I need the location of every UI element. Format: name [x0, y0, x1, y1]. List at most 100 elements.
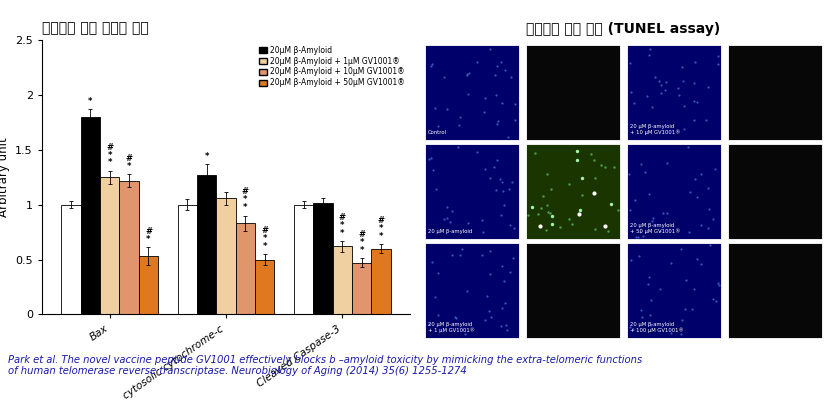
Text: 20 μM β-amyloid
+ 10 μM GV1001®: 20 μM β-amyloid + 10 μM GV1001® [630, 124, 680, 135]
Point [644, 322, 657, 328]
Point [673, 245, 686, 252]
Point [498, 322, 512, 328]
Point [459, 72, 472, 79]
Point [638, 168, 651, 175]
Bar [196, 175, 216, 314]
Point [482, 46, 496, 52]
Point [653, 90, 666, 96]
Text: 20 μM β-amyloid
+ 50 μM GV1001®: 20 μM β-amyloid + 50 μM GV1001® [630, 223, 680, 234]
Point [627, 100, 640, 106]
Text: #
*
*: # * * [242, 187, 248, 212]
Text: Control: Control [427, 130, 446, 135]
Point [702, 206, 716, 212]
Bar [255, 260, 274, 314]
Point [687, 98, 701, 104]
Point [675, 77, 688, 84]
Point [477, 317, 491, 324]
Point [687, 58, 701, 65]
Point [424, 155, 437, 161]
Point [445, 252, 458, 259]
Point [670, 85, 684, 91]
Point [671, 92, 685, 99]
Point [562, 216, 575, 222]
Point [460, 71, 473, 77]
Point [483, 271, 497, 277]
Bar [236, 223, 255, 314]
Point [494, 58, 507, 65]
Point [538, 226, 552, 233]
Point [658, 87, 671, 93]
Point [426, 61, 439, 67]
Bar [726, 45, 822, 139]
Point [686, 80, 700, 86]
Point [701, 84, 714, 90]
Point [490, 120, 503, 127]
Point [533, 204, 547, 211]
Point [478, 166, 492, 172]
Y-axis label: Arbitrary unit: Arbitrary unit [0, 137, 9, 217]
Point [644, 297, 657, 303]
Bar [525, 45, 619, 139]
Bar [80, 117, 99, 314]
Point [461, 70, 475, 77]
Point [588, 175, 601, 182]
Point [489, 187, 502, 193]
Bar [726, 243, 822, 338]
Point [470, 148, 483, 155]
Bar [352, 263, 371, 314]
Point [480, 293, 493, 300]
Bar [424, 45, 519, 139]
Point [693, 261, 706, 267]
Point [635, 233, 649, 239]
Point [421, 156, 435, 162]
Point [507, 225, 520, 232]
Point [478, 95, 492, 101]
Text: #
*: # * [145, 227, 152, 244]
Bar [525, 243, 619, 338]
Point [682, 229, 696, 236]
Point [690, 194, 703, 201]
Point [710, 53, 723, 59]
Bar [99, 177, 120, 314]
Point [641, 52, 655, 58]
Bar [626, 243, 721, 338]
Point [431, 123, 445, 129]
Bar [626, 45, 721, 139]
Text: 20 μM β-amyloid
+ 1 μM GV1001®: 20 μM β-amyloid + 1 μM GV1001® [427, 322, 474, 333]
Point [676, 126, 690, 133]
Point [490, 62, 503, 69]
Point [630, 234, 644, 240]
Point [622, 324, 635, 330]
Point [428, 105, 441, 111]
Point [488, 72, 502, 79]
Point [584, 151, 597, 157]
Point [586, 189, 599, 196]
Point [441, 204, 454, 210]
Point [553, 223, 566, 230]
Point [437, 74, 451, 80]
Point [495, 188, 508, 195]
Point [508, 101, 522, 107]
Point [634, 306, 647, 313]
Point [491, 117, 504, 124]
Point [641, 274, 655, 280]
Text: #
*
*: # * * [339, 213, 345, 238]
Point [562, 181, 575, 188]
Point [483, 314, 497, 320]
Point [451, 144, 465, 150]
Point [610, 206, 624, 213]
Point [607, 163, 620, 170]
Bar [120, 181, 139, 314]
Point [461, 91, 474, 98]
Point [686, 286, 700, 293]
Point [427, 294, 441, 301]
Point [431, 270, 445, 276]
Bar [216, 198, 236, 314]
Point [503, 73, 517, 80]
Point [570, 148, 584, 154]
Point [461, 220, 474, 226]
Point [634, 161, 647, 168]
Bar [726, 144, 822, 239]
Point [426, 166, 440, 173]
Point [702, 242, 716, 249]
